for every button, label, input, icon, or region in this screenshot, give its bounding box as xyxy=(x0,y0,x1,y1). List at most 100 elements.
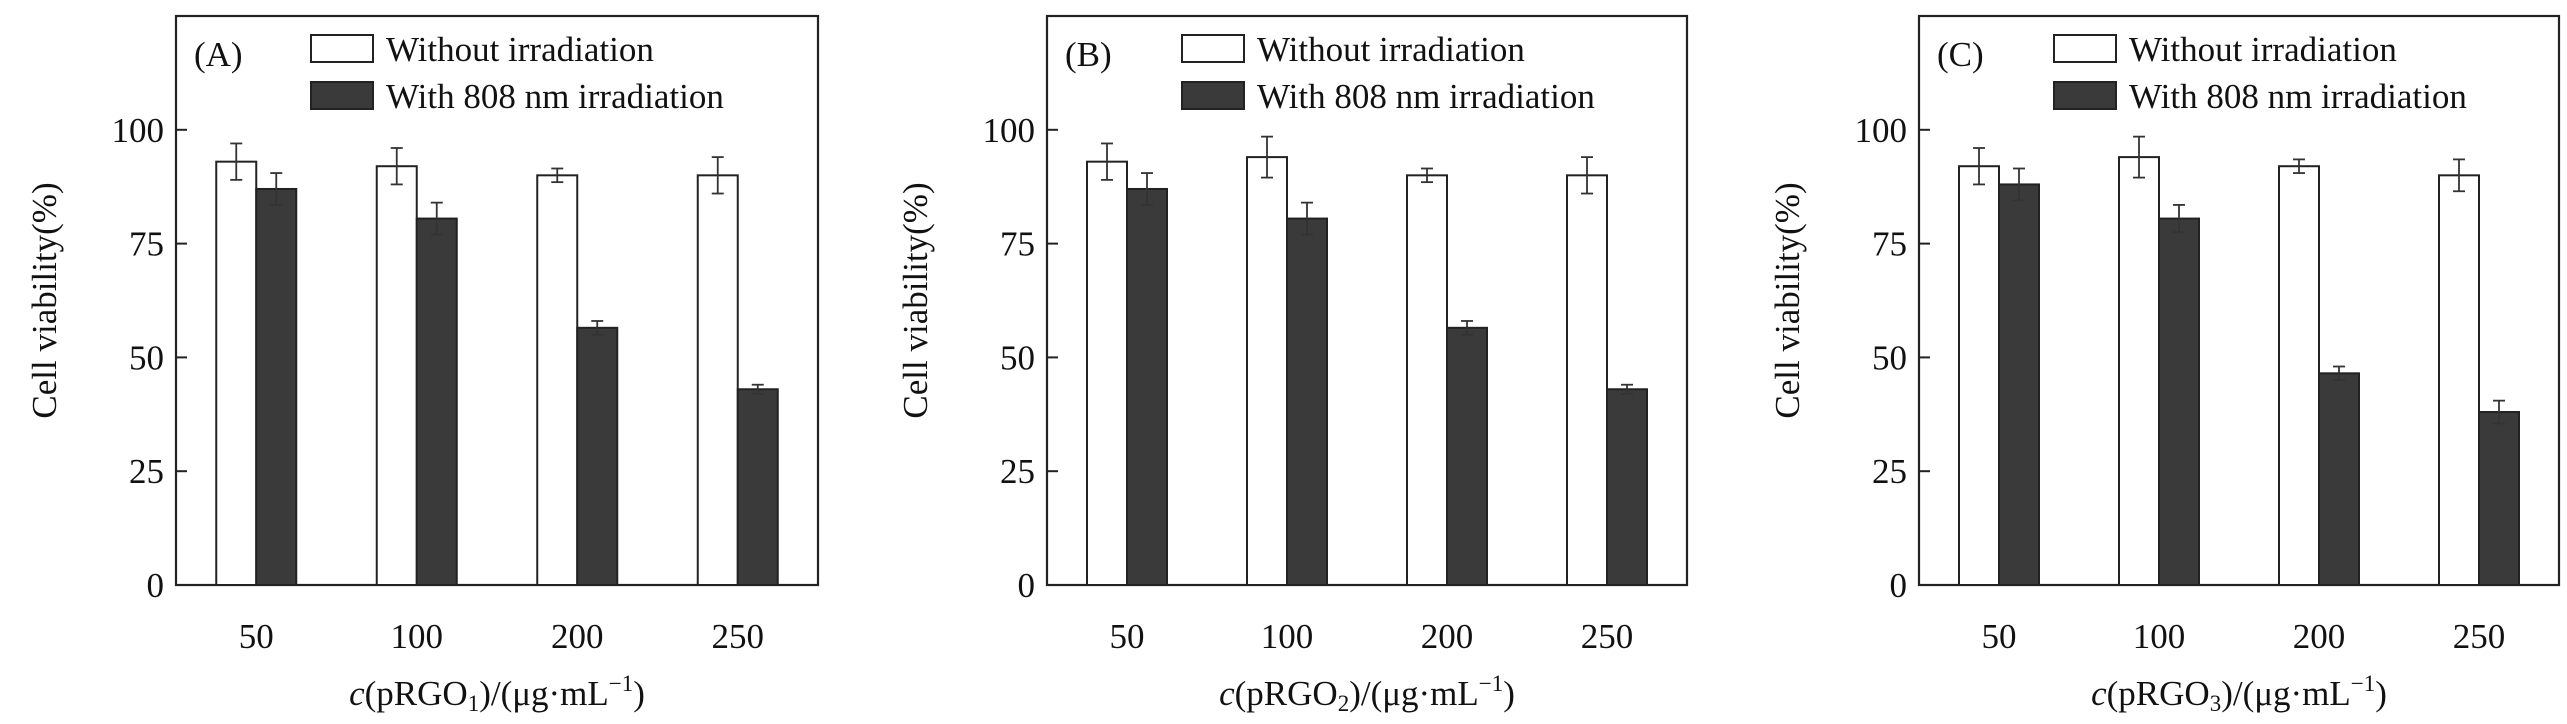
bar-with-irradiation xyxy=(576,326,619,586)
y-tick-label: 50 xyxy=(1872,338,1907,377)
error-bar xyxy=(2453,158,2465,193)
x-tick-label: 250 xyxy=(2453,617,2506,656)
legend-label: With 808 nm irradiation xyxy=(386,77,724,116)
chart-panel-2: 0 25 50 75 100 50 100 200 250 (B) Without irradiat… xyxy=(896,14,1689,716)
bar-without-irradiation xyxy=(1958,165,2000,586)
bar-without-irradiation xyxy=(2278,165,2320,586)
y-tick-label: 50 xyxy=(1000,338,1035,377)
y-tick-label: 0 xyxy=(1018,566,1036,605)
bar-with-irradiation xyxy=(2318,372,2360,586)
x-tick-label: 100 xyxy=(2133,617,2186,656)
error-bar xyxy=(2493,399,2505,425)
bar-without-irradiation xyxy=(2438,174,2480,586)
legend-label: With 808 nm irradiation xyxy=(2129,77,2467,116)
legend-label: Without irradiation xyxy=(2129,30,2397,69)
legend-swatch-with xyxy=(310,81,374,110)
x-tick-label: 100 xyxy=(1261,617,1314,656)
y-tick-label: 0 xyxy=(1890,566,1908,605)
legend-swatch-without xyxy=(2053,34,2117,63)
chart-panel-1: 0 25 50 75 100 50 100 200 250 (A) Without irradiat… xyxy=(25,14,820,716)
x-tick-label: 200 xyxy=(2293,617,2346,656)
x-tick-label: 50 xyxy=(1110,617,1145,656)
x-axis-label: c(pRGO2)/(μg·mL−1) xyxy=(1219,671,1515,716)
legend-swatch-with xyxy=(2053,81,2117,110)
x-tick-label: 50 xyxy=(1982,617,2017,656)
error-bar xyxy=(2333,365,2345,382)
bar-without-irradiation xyxy=(1406,174,1448,586)
y-tick-label: 100 xyxy=(1855,111,1908,150)
legend-label: Without irradiation xyxy=(1257,30,1525,69)
legend-swatch-without xyxy=(310,34,374,63)
legend-label: With 808 nm irradiation xyxy=(1257,77,1595,116)
bar-with-irradiation xyxy=(1126,187,1168,586)
error-bar xyxy=(2173,204,2185,234)
error-bar xyxy=(1301,201,1313,236)
bar-with-irradiation xyxy=(2158,217,2200,586)
bar-without-irradiation xyxy=(696,174,739,586)
bar-without-irradiation xyxy=(1566,174,1608,586)
bar-without-irradiation xyxy=(1086,160,1128,586)
plot-frame xyxy=(1045,14,1689,587)
bar-without-irradiation xyxy=(536,174,579,586)
error-bar xyxy=(2293,158,2305,174)
error-bar xyxy=(1141,172,1153,206)
bar-with-irradiation xyxy=(1286,217,1328,586)
bar-with-irradiation xyxy=(1606,388,1648,586)
y-tick-label: 100 xyxy=(112,111,165,150)
panel-label: (C) xyxy=(1937,35,1984,74)
x-tick-label: 100 xyxy=(391,617,444,656)
chart-panel-3: 0 25 50 75 100 50 100 200 250 (C) Without irradiat… xyxy=(1768,14,2561,716)
y-tick-label: 25 xyxy=(129,452,164,491)
y-tick-label: 75 xyxy=(129,225,164,264)
bar-with-irradiation xyxy=(1998,183,2040,586)
error-bar xyxy=(1261,135,1273,179)
y-tick-label: 50 xyxy=(129,338,164,377)
y-axis-label: Cell viability(%) xyxy=(1768,182,1807,418)
error-bar xyxy=(230,142,243,181)
error-bar xyxy=(1101,142,1113,181)
y-tick-label: 75 xyxy=(1872,225,1907,264)
x-tick-label: 200 xyxy=(551,617,604,656)
error-bar xyxy=(1621,383,1633,395)
error-bar xyxy=(2013,167,2025,202)
y-axis-label: Cell viability(%) xyxy=(896,182,935,418)
error-bar xyxy=(551,167,564,184)
y-tick-label: 100 xyxy=(983,111,1036,150)
y-axis-label: Cell viability(%) xyxy=(25,182,64,418)
bar-with-irradiation xyxy=(415,217,458,586)
x-axis-label: c(pRGO3)/(μg·mL−1) xyxy=(2091,671,2387,716)
error-bar xyxy=(1581,156,1593,195)
error-bar xyxy=(270,172,283,206)
y-tick-label: 25 xyxy=(1000,452,1035,491)
error-bar xyxy=(430,201,443,236)
panel-label: (B) xyxy=(1065,35,1112,74)
legend-swatch-with xyxy=(1181,81,1245,110)
x-axis-label: c(pRGO1)/(μg·mL−1) xyxy=(349,671,645,716)
bar-without-irradiation xyxy=(375,165,418,586)
bar-without-irradiation xyxy=(2118,156,2160,586)
error-bar xyxy=(751,383,764,395)
bar-with-irradiation xyxy=(255,187,298,586)
error-bar xyxy=(1421,167,1433,184)
x-tick-label: 250 xyxy=(712,617,765,656)
y-tick-label: 75 xyxy=(1000,225,1035,264)
error-bar xyxy=(1973,147,1985,186)
x-tick-label: 50 xyxy=(239,617,274,656)
legend-swatch-without xyxy=(1181,34,1245,63)
error-bar xyxy=(390,147,403,186)
bar-without-irradiation xyxy=(215,160,258,586)
bar-without-irradiation xyxy=(1246,156,1288,586)
y-tick-label: 0 xyxy=(147,566,165,605)
bar-with-irradiation xyxy=(2478,411,2520,586)
legend-label: Without irradiation xyxy=(386,30,654,69)
error-bar xyxy=(2133,135,2145,179)
x-tick-label: 250 xyxy=(1581,617,1634,656)
plot-frame xyxy=(174,14,820,587)
bar-with-irradiation xyxy=(736,388,779,586)
error-bar xyxy=(1461,320,1473,336)
error-bar xyxy=(591,320,604,336)
panel-label: (A) xyxy=(194,35,243,74)
x-tick-label: 200 xyxy=(1421,617,1474,656)
y-tick-label: 25 xyxy=(1872,452,1907,491)
